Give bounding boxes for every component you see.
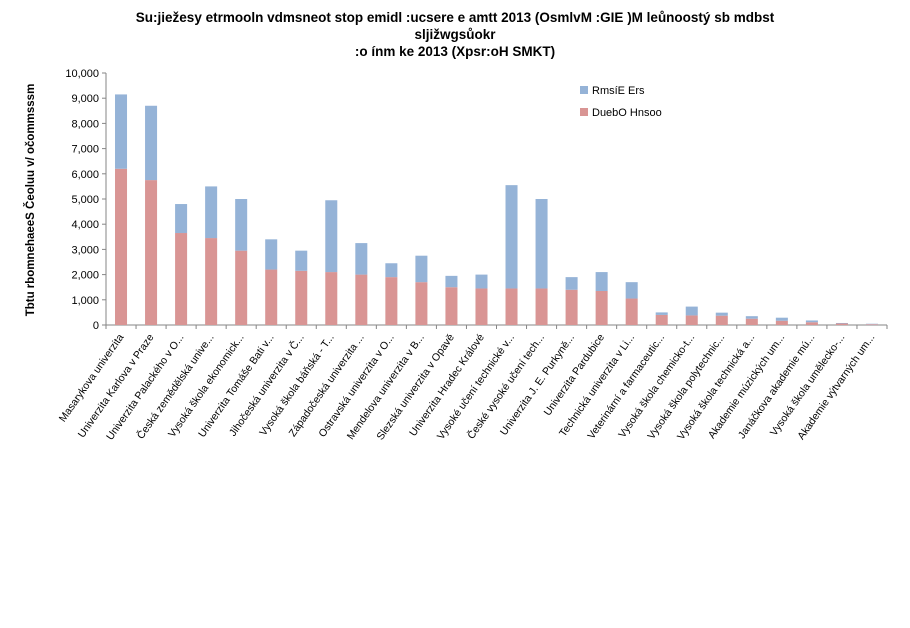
bar-segment-bottom (715, 315, 728, 325)
legend-label: DuebO Hnsoo (592, 107, 662, 119)
bar-segment-bottom (475, 288, 488, 325)
bar-segment-bottom (205, 238, 218, 325)
bar-segment-bottom (805, 322, 818, 325)
bar-segment-bottom (355, 274, 368, 325)
y-tick-label: 3,000 (71, 244, 99, 256)
legend: RmsíE Ers DuebO Hnsoo (580, 85, 662, 119)
y-tick-label: 9,000 (71, 93, 99, 105)
bar-segment-top (415, 255, 428, 283)
bar-segment-bottom (625, 298, 638, 325)
bar-segment-bottom (385, 277, 398, 325)
bar-segment-top (115, 94, 128, 169)
bar-segment-top (475, 274, 488, 289)
bar-segment-bottom (835, 323, 848, 325)
bar-segment-top (715, 312, 728, 316)
bar-segment-top (145, 105, 158, 181)
bar-segment-top (235, 199, 248, 251)
bar-segment-bottom (595, 290, 608, 325)
y-tick-label: 7,000 (71, 144, 99, 156)
bar-segment-bottom (685, 315, 698, 325)
chart-title-line-2: sljižwgsůokr (414, 27, 496, 42)
y-tick-label: 6,000 (71, 169, 99, 181)
bar-segment-top (745, 316, 758, 319)
bar-segment-top (595, 272, 608, 291)
bar-segment-top (865, 323, 878, 325)
bar-segment-bottom (295, 270, 308, 325)
bar-segment-bottom (325, 272, 338, 325)
legend-swatch (580, 108, 588, 116)
bar-segment-top (265, 239, 278, 270)
chart-title-line-1: Su:jiežesy etrmooln vdmsneot stop emidl … (136, 10, 775, 25)
bar-segment-top (355, 243, 368, 275)
bar-segment-bottom (535, 288, 548, 325)
bar-segment-bottom (265, 269, 278, 325)
bar-segment-bottom (415, 282, 428, 325)
bar-segment-top (445, 275, 458, 288)
bar-segment-bottom (655, 314, 668, 325)
bar-segment-top (505, 185, 518, 289)
chart-title-line-3: :o ínm ke 2013 (Xpsr:oH SMKT) (355, 44, 555, 59)
bar-segment-top (535, 199, 548, 289)
bar-segment-top (655, 312, 668, 315)
legend-swatch (580, 86, 588, 94)
bar-segment-top (775, 317, 788, 321)
plot-area: 0 1,000 2,000 3,000 4,000 5,000 6,000 7,000 8,00… (57, 68, 888, 442)
y-tick-label: 5,000 (71, 194, 99, 206)
bar-segment-top (805, 320, 818, 323)
legend-label: RmsíE Ers (592, 85, 645, 97)
y-tick-label: 10,000 (65, 68, 99, 80)
bar-segment-top (565, 277, 578, 290)
chart-title: Su:jiežesy etrmooln vdmsneot stop emidl … (136, 10, 775, 59)
bar-segment-top (385, 263, 398, 278)
bar-segment-top (325, 200, 338, 273)
bar-segment-top (175, 204, 188, 234)
bar-segment-top (625, 282, 638, 299)
bar-segment-top (685, 306, 698, 316)
y-tick-label: 1,000 (71, 295, 99, 307)
bar-segment-bottom (445, 287, 458, 325)
y-tick-label: 4,000 (71, 219, 99, 231)
bar-segment-top (205, 186, 218, 239)
y-tick-label: 0 (93, 320, 99, 332)
bar-segment-top (295, 250, 308, 271)
y-tick-label: 8,000 (71, 118, 99, 130)
bar-segment-bottom (565, 289, 578, 325)
bar-segment-bottom (775, 320, 788, 325)
bar-segment-top (835, 322, 848, 324)
bar-segment-bottom (505, 288, 518, 325)
bar-segment-bottom (175, 233, 188, 325)
bar-segment-bottom (865, 324, 878, 325)
bar-segment-bottom (745, 318, 758, 325)
bar-segment-bottom (145, 180, 158, 325)
y-axis-label: Tbtu rbomnehaeeS Čeoluu v/ očommsssm (24, 84, 37, 317)
bar-segment-bottom (235, 250, 248, 325)
bar-segment-bottom (115, 168, 128, 325)
y-tick-label: 2,000 (71, 270, 99, 282)
